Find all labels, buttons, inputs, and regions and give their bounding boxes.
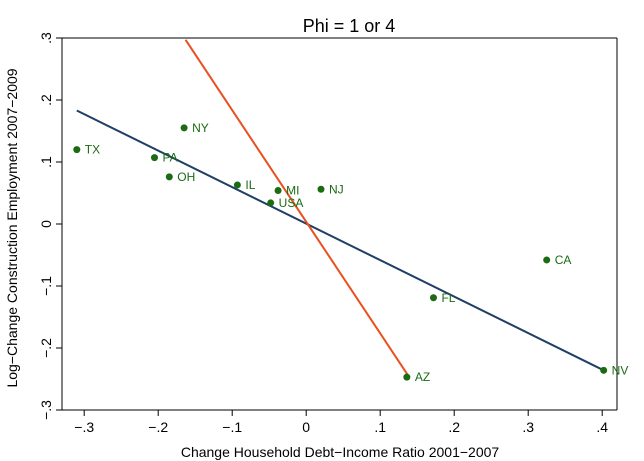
data-point-ca — [543, 256, 551, 264]
point-label-ny: NY — [192, 121, 209, 135]
y-tick-label: .1 — [38, 156, 54, 168]
data-point-mi — [274, 187, 282, 195]
data-point-ny — [180, 124, 188, 132]
data-point-nj — [317, 185, 325, 193]
x-tick-label: −.2 — [148, 419, 168, 435]
chart-title: Phi = 1 or 4 — [303, 16, 396, 36]
point-label-mi: MI — [286, 184, 299, 198]
data-point-az — [403, 373, 411, 381]
point-label-oh: OH — [177, 170, 195, 184]
data-point-fl — [429, 294, 437, 302]
x-tick-label: 0 — [302, 419, 310, 435]
data-point-nv — [600, 366, 608, 374]
data-point-usa — [267, 199, 275, 207]
point-label-fl: FL — [441, 291, 455, 305]
y-tick-label: −.1 — [38, 276, 54, 296]
point-label-ca: CA — [555, 253, 572, 267]
x-tick-label: .2 — [448, 419, 460, 435]
data-point-il — [233, 181, 241, 189]
fit-line-phi-1 — [76, 109, 605, 372]
y-tick-label: 0 — [38, 220, 54, 228]
x-tick-label: −.1 — [222, 419, 242, 435]
point-label-nv: NV — [612, 363, 629, 377]
plot-area: −.3 −.2 −.1 0 .1 .2 .3 .4 −.3 −.2 −.1 0 .1 .2 .3 TX NY PA… — [38, 32, 628, 435]
point-label-il: IL — [245, 178, 255, 192]
y-tick-label: −.3 — [38, 400, 54, 420]
x-tick-label: .1 — [374, 419, 386, 435]
point-label-pa: PA — [163, 151, 178, 165]
x-tick-label: .4 — [596, 419, 608, 435]
fit-line-phi-4 — [184, 39, 409, 376]
point-label-usa: USA — [279, 196, 304, 210]
point-label-az: AZ — [415, 370, 430, 384]
y-tick-label: .2 — [38, 94, 54, 106]
point-label-nj: NJ — [329, 182, 344, 196]
data-point-tx — [73, 146, 81, 154]
y-axis-title: Log−Change Construction Employment 2007−… — [4, 68, 20, 387]
data-point-pa — [151, 154, 158, 162]
x-tick-label: .3 — [522, 419, 534, 435]
data-point-oh — [165, 173, 173, 181]
x-axis-title: Change Household Debt−Income Ratio 2001−… — [181, 444, 500, 460]
x-tick-label: −.3 — [74, 419, 94, 435]
y-tick-label: −.2 — [38, 338, 54, 358]
point-label-tx: TX — [85, 143, 100, 157]
y-tick-label: .3 — [38, 32, 54, 44]
